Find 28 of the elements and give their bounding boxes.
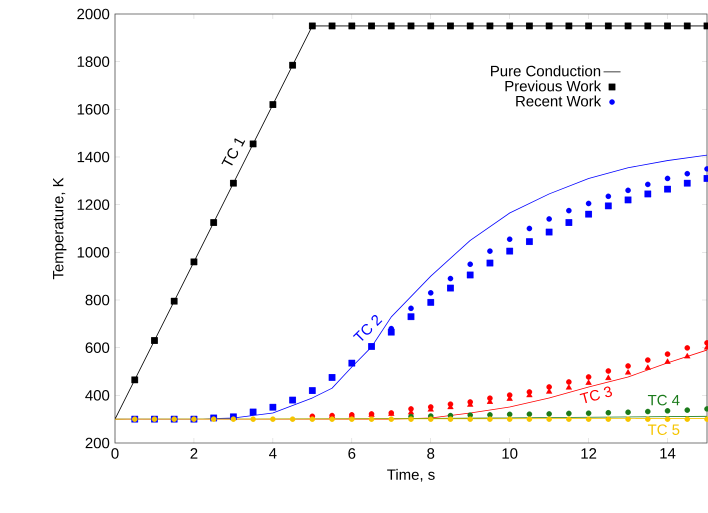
x-tick-label: 14 [660, 448, 676, 458]
x-tick-label: 12 [581, 448, 596, 459]
x-tick-label: 0 [111, 448, 119, 459]
legend-label: Recent Work [516, 96, 602, 106]
y-tick-label: 1000 [78, 247, 110, 258]
y-tick-label: 2000 [77, 8, 110, 20]
y-tick-label: 800 [86, 294, 110, 306]
x-tick-label: 4 [269, 448, 277, 458]
y-tick-label: 1600 [78, 104, 110, 115]
annotation: TC 5 [648, 424, 680, 435]
x-tick-label: 8 [427, 448, 434, 459]
x-tick-label: 2 [190, 448, 198, 459]
y-tick-label: 1200 [78, 199, 110, 210]
legend-label: Previous Work [505, 80, 602, 92]
x-tick-label: 10 [502, 448, 518, 459]
y-tick-label: 400 [85, 390, 110, 401]
x-tick-label: 6 [348, 448, 356, 459]
y-axis-title: Temperature, K [53, 178, 66, 280]
annotation: TC 2 [352, 315, 382, 341]
x-axis-title: Time, s [387, 468, 435, 482]
legend-label: Pure Conduction [491, 65, 600, 76]
y-tick-label: 200 [86, 438, 110, 448]
y-tick-label: 1400 [78, 152, 110, 162]
y-tick-label: 600 [86, 342, 110, 353]
annotation: TC 1 [221, 138, 246, 166]
annotation: TC 3 [580, 386, 612, 404]
y-tick-label: 1800 [78, 56, 110, 67]
annotation: TC 4 [648, 394, 680, 406]
